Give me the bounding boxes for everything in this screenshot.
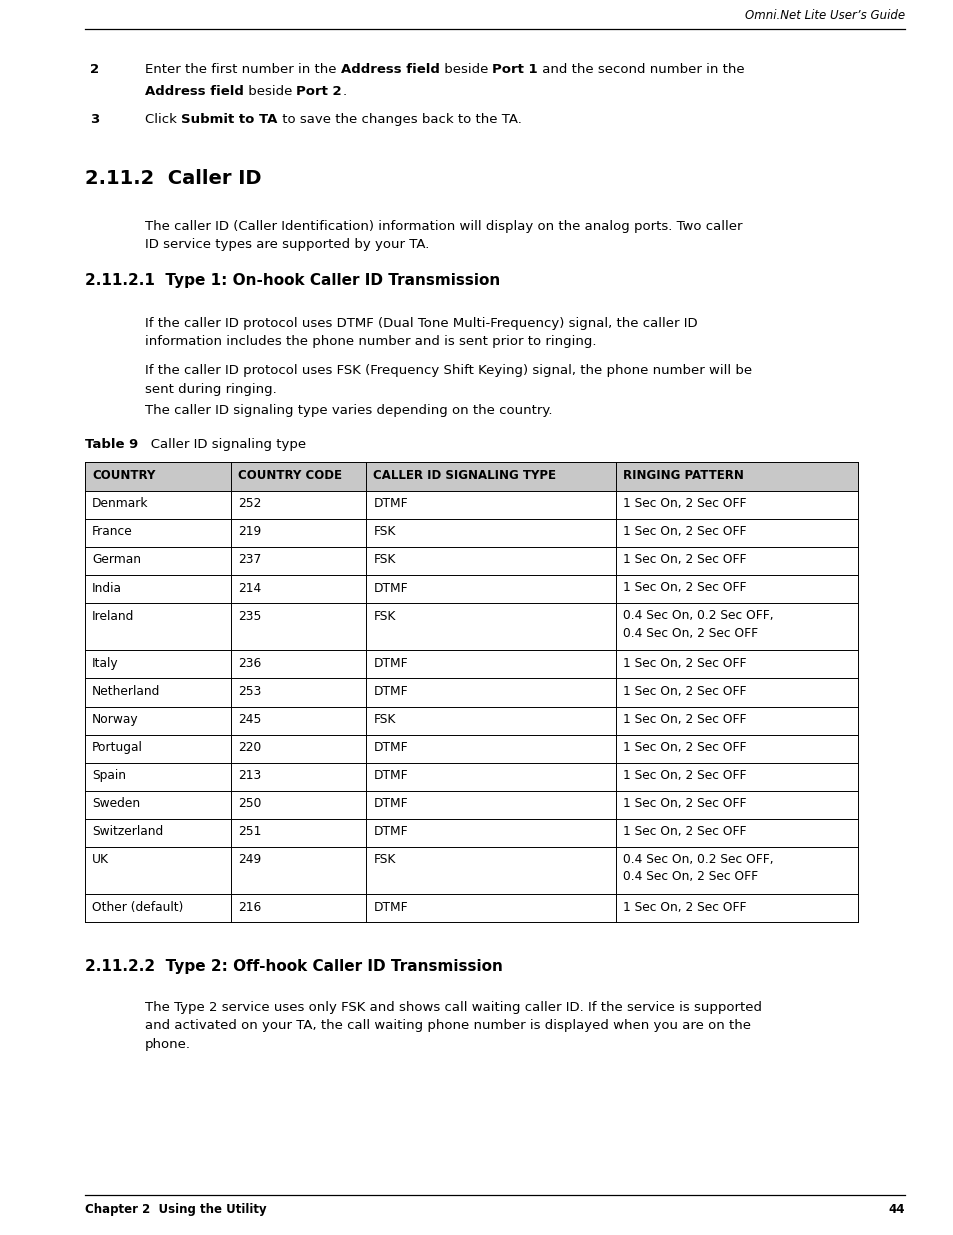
Text: Spain: Spain	[91, 769, 126, 782]
Text: DTMF: DTMF	[373, 769, 408, 782]
Text: FSK: FSK	[373, 853, 395, 866]
Text: DTMF: DTMF	[373, 797, 408, 810]
Text: The caller ID signaling type varies depending on the country.: The caller ID signaling type varies depe…	[145, 405, 552, 417]
Text: 44: 44	[887, 1203, 904, 1216]
Text: 1 Sec On, 2 Sec OFF: 1 Sec On, 2 Sec OFF	[622, 900, 745, 914]
Text: 216: 216	[237, 900, 261, 914]
Text: 0.4 Sec On, 0.2 Sec OFF,
0.4 Sec On, 2 Sec OFF: 0.4 Sec On, 0.2 Sec OFF, 0.4 Sec On, 2 S…	[622, 610, 772, 640]
Text: and the second number in the: and the second number in the	[537, 63, 743, 77]
Text: 252: 252	[237, 498, 261, 510]
Text: Port 1: Port 1	[492, 63, 537, 77]
Text: 214: 214	[237, 582, 261, 594]
Text: 1 Sec On, 2 Sec OFF: 1 Sec On, 2 Sec OFF	[622, 498, 745, 510]
Text: COUNTRY: COUNTRY	[91, 469, 155, 482]
Text: 1 Sec On, 2 Sec OFF: 1 Sec On, 2 Sec OFF	[622, 657, 745, 671]
Text: 2.11.2.1  Type 1: On-hook Caller ID Transmission: 2.11.2.1 Type 1: On-hook Caller ID Trans…	[85, 273, 499, 288]
Text: Sweden: Sweden	[91, 797, 140, 810]
Text: The caller ID (Caller Identification) information will display on the analog por: The caller ID (Caller Identification) in…	[145, 220, 741, 252]
Text: Italy: Italy	[91, 657, 118, 671]
Text: UK: UK	[91, 853, 109, 866]
Text: CALLER ID SIGNALING TYPE: CALLER ID SIGNALING TYPE	[373, 469, 556, 482]
Text: FSK: FSK	[373, 553, 395, 567]
Text: France: France	[91, 526, 132, 538]
Text: Port 2: Port 2	[296, 85, 342, 99]
Text: 2.11.2.2  Type 2: Off-hook Caller ID Transmission: 2.11.2.2 Type 2: Off-hook Caller ID Tran…	[85, 960, 502, 974]
Text: Norway: Norway	[91, 713, 138, 726]
Text: 235: 235	[237, 610, 261, 622]
Text: German: German	[91, 553, 141, 567]
Text: 1 Sec On, 2 Sec OFF: 1 Sec On, 2 Sec OFF	[622, 685, 745, 698]
Text: 1 Sec On, 2 Sec OFF: 1 Sec On, 2 Sec OFF	[622, 713, 745, 726]
Bar	[85, 462, 858, 492]
Text: Address field: Address field	[340, 63, 439, 77]
Text: 1 Sec On, 2 Sec OFF: 1 Sec On, 2 Sec OFF	[622, 582, 745, 594]
Text: DTMF: DTMF	[373, 657, 408, 671]
Text: FSK: FSK	[373, 713, 395, 726]
Text: 0.4 Sec On, 0.2 Sec OFF,
0.4 Sec On, 2 Sec OFF: 0.4 Sec On, 0.2 Sec OFF, 0.4 Sec On, 2 S…	[622, 853, 772, 883]
Text: Table 9: Table 9	[85, 438, 138, 452]
Text: If the caller ID protocol uses DTMF (Dual Tone Multi-Frequency) signal, the call: If the caller ID protocol uses DTMF (Dua…	[145, 317, 697, 348]
Text: Portugal: Portugal	[91, 741, 143, 755]
Text: to save the changes back to the TA.: to save the changes back to the TA.	[277, 112, 521, 126]
Text: The Type 2 service uses only FSK and shows call waiting caller ID. If the servic: The Type 2 service uses only FSK and sho…	[145, 1002, 761, 1051]
Text: 213: 213	[237, 769, 261, 782]
Text: 2: 2	[90, 63, 99, 77]
Text: RINGING PATTERN: RINGING PATTERN	[622, 469, 742, 482]
Text: 1 Sec On, 2 Sec OFF: 1 Sec On, 2 Sec OFF	[622, 825, 745, 839]
Text: DTMF: DTMF	[373, 498, 408, 510]
Text: Chapter 2  Using the Utility: Chapter 2 Using the Utility	[85, 1203, 266, 1216]
Text: If the caller ID protocol uses FSK (Frequency Shift Keying) signal, the phone nu: If the caller ID protocol uses FSK (Freq…	[145, 364, 751, 396]
Text: beside: beside	[244, 85, 296, 99]
Text: 2.11.2  Caller ID: 2.11.2 Caller ID	[85, 169, 261, 188]
Text: Netherland: Netherland	[91, 685, 160, 698]
Text: 236: 236	[237, 657, 261, 671]
Text: 1 Sec On, 2 Sec OFF: 1 Sec On, 2 Sec OFF	[622, 769, 745, 782]
Text: 1 Sec On, 2 Sec OFF: 1 Sec On, 2 Sec OFF	[622, 553, 745, 567]
Text: DTMF: DTMF	[373, 900, 408, 914]
Text: Click: Click	[145, 112, 181, 126]
Text: .: .	[342, 85, 346, 99]
Text: 253: 253	[237, 685, 261, 698]
Text: beside: beside	[439, 63, 492, 77]
Text: 250: 250	[237, 797, 261, 810]
Text: DTMF: DTMF	[373, 741, 408, 755]
Text: 219: 219	[237, 526, 261, 538]
Text: Denmark: Denmark	[91, 498, 149, 510]
Text: Ireland: Ireland	[91, 610, 134, 622]
Text: Other (default): Other (default)	[91, 900, 183, 914]
Text: 245: 245	[237, 713, 261, 726]
Text: COUNTRY CODE: COUNTRY CODE	[237, 469, 341, 482]
Text: 249: 249	[237, 853, 261, 866]
Text: 237: 237	[237, 553, 261, 567]
Text: Enter the first number in the: Enter the first number in the	[145, 63, 340, 77]
Text: 220: 220	[237, 741, 261, 755]
Text: 1 Sec On, 2 Sec OFF: 1 Sec On, 2 Sec OFF	[622, 797, 745, 810]
Text: 1 Sec On, 2 Sec OFF: 1 Sec On, 2 Sec OFF	[622, 741, 745, 755]
Text: 251: 251	[237, 825, 261, 839]
Text: DTMF: DTMF	[373, 685, 408, 698]
Text: Address field: Address field	[145, 85, 244, 99]
Text: DTMF: DTMF	[373, 825, 408, 839]
Text: FSK: FSK	[373, 526, 395, 538]
Text: Submit to TA: Submit to TA	[181, 112, 277, 126]
Text: DTMF: DTMF	[373, 582, 408, 594]
Text: India: India	[91, 582, 122, 594]
Text: FSK: FSK	[373, 610, 395, 622]
Text: Omni.Net Lite User’s Guide: Omni.Net Lite User’s Guide	[744, 9, 904, 22]
Text: 1 Sec On, 2 Sec OFF: 1 Sec On, 2 Sec OFF	[622, 526, 745, 538]
Text: Switzerland: Switzerland	[91, 825, 163, 839]
Text: Caller ID signaling type: Caller ID signaling type	[138, 438, 306, 452]
Text: 3: 3	[90, 112, 99, 126]
